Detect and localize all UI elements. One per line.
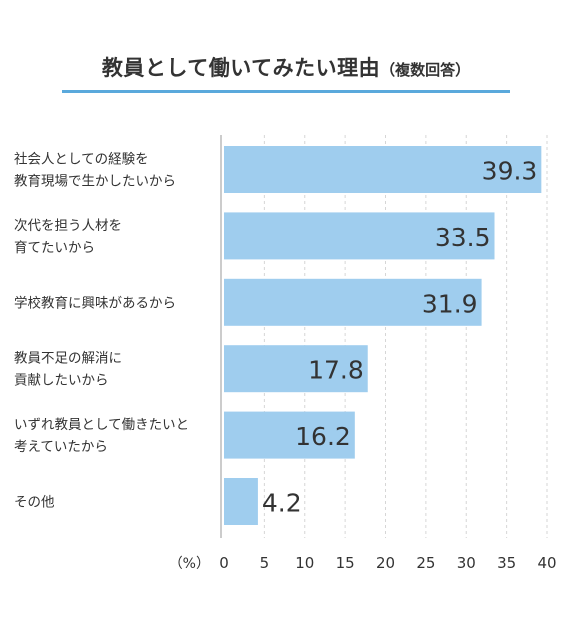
value-label-5: 4.2 [262, 489, 302, 518]
category-label-2-0: 学校教育に興味があるから [14, 294, 176, 311]
tick-label-0: 0 [219, 554, 229, 572]
tick-label-30: 30 [457, 554, 476, 572]
chart-title: 教員として働いてみたい理由（複数回答） [62, 52, 510, 82]
chart-title-main: 教員として働いてみたい理由 [101, 56, 381, 80]
value-label-4: 16.2 [295, 422, 351, 451]
tick-label-5: 5 [260, 554, 270, 572]
bar-2 [224, 278, 482, 326]
tick-label-10: 10 [295, 554, 314, 572]
chart-subtitle: （複数回答） [380, 61, 471, 79]
value-label-3: 17.8 [308, 356, 364, 385]
category-label-5-0: その他 [14, 495, 55, 511]
bar-1 [224, 212, 495, 260]
category-label-1-1: 育てたいから [14, 240, 95, 256]
bar-4 [224, 411, 355, 459]
value-label-2: 31.9 [422, 289, 478, 318]
unit-label: （%） [169, 556, 210, 572]
bar-0 [224, 146, 542, 193]
category-label-4-0: いずれ教員として働きたいと [14, 417, 189, 433]
tick-label-20: 20 [376, 554, 395, 572]
bar-5 [224, 478, 258, 525]
tick-label-35: 35 [497, 554, 516, 572]
category-label-0-0: 社会人としての経験を [14, 152, 149, 168]
tick-label-40: 40 [537, 554, 556, 572]
bar-3 [224, 345, 368, 393]
value-label-1: 33.5 [435, 223, 491, 252]
value-label-0: 39.3 [482, 157, 538, 186]
tick-label-25: 25 [416, 554, 435, 572]
category-label-4-1: 考えていたから [14, 439, 108, 455]
tick-label-15: 15 [336, 554, 355, 572]
category-label-0-1: 教育現場で生かしたいから [14, 174, 176, 190]
category-label-3-0: 教員不足の解消に [14, 351, 122, 367]
title-underline [62, 90, 510, 93]
category-label-1-0: 次代を担う人材を [14, 218, 122, 234]
category-label-3-1: 貢献したいから [14, 373, 109, 389]
